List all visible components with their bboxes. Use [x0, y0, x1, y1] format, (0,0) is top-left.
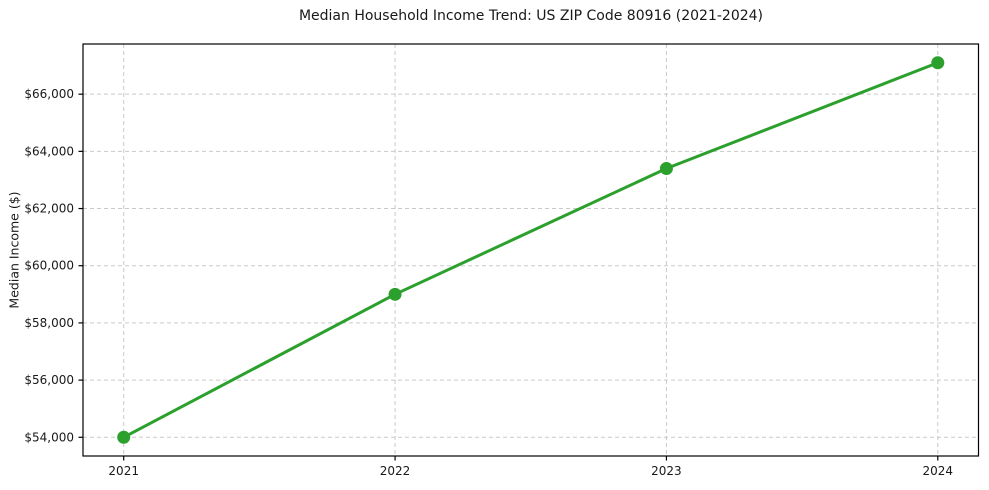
chart-title: Median Household Income Trend: US ZIP Co… — [298, 8, 764, 24]
data-point — [931, 56, 945, 70]
y-tick-label: $60,000 — [24, 259, 74, 273]
series-line — [122, 61, 940, 439]
x-tick-label: 2021 — [108, 464, 139, 478]
axes-spines — [82, 43, 980, 457]
data-point — [388, 287, 402, 301]
y-tick-label: $64,000 — [24, 144, 74, 158]
data-point — [659, 162, 673, 176]
y-tick-label: $66,000 — [24, 87, 74, 101]
x-tick-label: 2023 — [651, 464, 682, 478]
y-tick-label: $56,000 — [24, 373, 74, 387]
x-tick-label: 2024 — [923, 464, 954, 478]
y-tick-label: $58,000 — [24, 316, 74, 330]
x-tick-label: 2022 — [380, 464, 411, 478]
y-tick-label: $62,000 — [24, 202, 74, 216]
data-point — [117, 430, 131, 444]
y-tick-label: $54,000 — [24, 430, 74, 444]
